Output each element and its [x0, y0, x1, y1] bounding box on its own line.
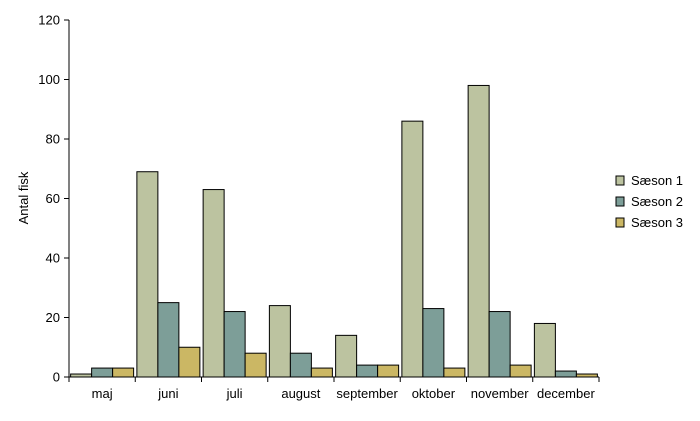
- bar-2-juni: [157, 302, 180, 378]
- bar-1-september: [335, 334, 358, 378]
- y-tick-label: 20: [46, 310, 60, 325]
- bar-2-oktober: [422, 308, 445, 378]
- bar-2-december: [554, 370, 577, 378]
- legend-label-3: Sæson 3: [631, 215, 683, 230]
- bar-3-august: [310, 367, 333, 378]
- legend-label-1: Sæson 1: [631, 173, 683, 188]
- bar-3-juli: [244, 352, 267, 378]
- bar-3-juni: [178, 346, 201, 378]
- x-tick-label-oktober: oktober: [412, 386, 456, 401]
- legend-swatch-2: [615, 196, 625, 207]
- y-tick-label: 100: [38, 72, 60, 87]
- y-tick-label: 40: [46, 251, 60, 266]
- plot-area: 0 20 40 60 80 100 120 maj juni juli august septembe…: [38, 13, 600, 401]
- x-tick-label-september: september: [336, 386, 398, 401]
- bar-1-november: [467, 84, 490, 378]
- y-tick-label: 60: [46, 191, 60, 206]
- y-tick-label: 0: [53, 370, 60, 385]
- legend-swatch-3: [615, 217, 625, 228]
- x-tick-label-juni: juni: [157, 386, 178, 401]
- bar-3-oktober: [443, 367, 466, 378]
- bar-2-september: [356, 364, 379, 378]
- legend: Sæson 1 Sæson 2 Sæson 3: [615, 173, 683, 230]
- x-tick-label-december: december: [537, 386, 595, 401]
- bar-1-august: [268, 305, 291, 378]
- bar-2-maj: [91, 367, 114, 378]
- legend-label-2: Sæson 2: [631, 194, 683, 209]
- bar-1-juli: [202, 189, 225, 378]
- x-tick-label-november: november: [471, 386, 529, 401]
- bar-2-august: [289, 352, 312, 378]
- bar-3-september: [377, 364, 400, 378]
- bar-1-oktober: [401, 120, 424, 378]
- y-tick-label: 120: [38, 13, 60, 28]
- bar-1-december: [533, 322, 556, 378]
- legend-swatch-1: [615, 175, 625, 186]
- bar-3-november: [509, 364, 532, 378]
- bar-1-juni: [136, 171, 159, 378]
- y-tick-label: 80: [46, 132, 60, 147]
- x-tick-label-juli: juli: [226, 386, 243, 401]
- bar-3-maj: [112, 367, 135, 378]
- x-tick-label-maj: maj: [92, 386, 113, 401]
- bar-2-november: [488, 311, 511, 378]
- y-axis-title: Antal fisk: [16, 171, 31, 224]
- bar-2-juli: [223, 311, 246, 378]
- x-tick-label-august: august: [281, 386, 320, 401]
